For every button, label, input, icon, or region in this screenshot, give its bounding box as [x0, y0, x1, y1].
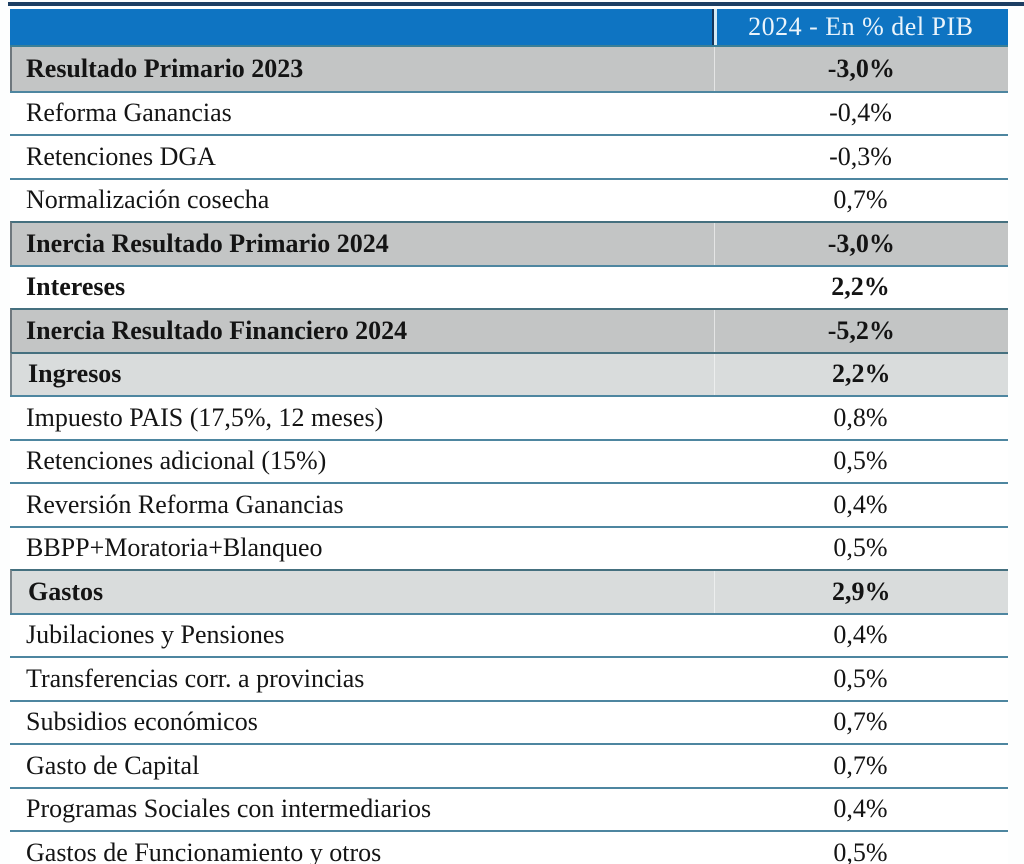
table-header-row: 2024 - En % del PIB — [10, 9, 1008, 47]
top-border-bar — [8, 2, 1024, 6]
row-label: Impuesto PAIS (17,5%, 12 meses) — [26, 402, 384, 432]
table-row: BBPP+Moratoria+Blanqueo 0,5% — [10, 525, 1008, 569]
row-value: 0,5% — [833, 663, 888, 693]
header-empty-cell — [10, 9, 712, 45]
row-value: -5,2% — [713, 310, 1008, 352]
table-row: Normalización cosecha 0,7% — [10, 177, 1008, 221]
table-row: Impuesto PAIS (17,5%, 12 meses) 0,8% — [10, 395, 1008, 439]
row-value: 0,5% — [833, 446, 888, 476]
row-value: 2,2% — [831, 272, 890, 302]
table-row: Gastos 2,9% — [10, 569, 1008, 613]
row-value: 0,4% — [833, 794, 888, 824]
header-value-column-label: 2024 - En % del PIB — [711, 9, 1008, 45]
row-value: -0,4% — [829, 98, 892, 128]
row-label: Inercia Resultado Primario 2024 — [26, 228, 389, 258]
row-label: Jubilaciones y Pensiones — [26, 620, 285, 650]
row-value: 0,5% — [833, 533, 888, 563]
table-row: Reversión Reforma Ganancias 0,4% — [10, 482, 1008, 526]
row-label: Resultado Primario 2023 — [26, 53, 304, 83]
row-value: 0,7% — [833, 185, 888, 215]
row-value: 0,4% — [833, 489, 888, 519]
table-row: Transferencias corr. a provincias 0,5% — [10, 656, 1008, 700]
row-label: Ingresos — [28, 359, 122, 389]
row-label: Inercia Resultado Financiero 2024 — [26, 315, 408, 345]
row-value: 0,5% — [833, 837, 888, 864]
table-row: Resultado Primario 2023 -3,0% — [10, 47, 1008, 91]
table-row: Subsidios económicos 0,7% — [10, 699, 1008, 743]
row-value: 2,9% — [713, 571, 1008, 613]
row-value: 2,2% — [713, 353, 1008, 395]
row-label: Gastos de Funcionamiento y otros — [26, 837, 382, 864]
table-row: Intereses 2,2% — [10, 264, 1008, 308]
table-row: Ingresos 2,2% — [10, 351, 1008, 395]
row-label: Subsidios económicos — [26, 707, 258, 737]
fiscal-results-table: 2024 - En % del PIB Resultado Primario 2… — [10, 9, 1008, 864]
row-value: -3,0% — [713, 47, 1008, 91]
row-label: Reversión Reforma Ganancias — [26, 489, 344, 519]
row-value: 0,4% — [833, 620, 888, 650]
row-label: Programas Sociales con intermediarios — [26, 794, 432, 824]
row-label: Reforma Ganancias — [26, 98, 232, 128]
row-value: 0,8% — [833, 402, 888, 432]
table-body: Resultado Primario 2023 -3,0% Reforma Ga… — [10, 47, 1008, 864]
row-label: Retenciones DGA — [26, 141, 216, 171]
row-label: Retenciones adicional (15%) — [26, 446, 327, 476]
table-row: Gasto de Capital 0,7% — [10, 743, 1008, 787]
row-label: Intereses — [26, 272, 126, 302]
row-value: -0,3% — [829, 141, 892, 171]
table-row: Inercia Resultado Financiero 2024 -5,2% — [10, 308, 1008, 352]
row-label: Gastos — [28, 576, 104, 606]
row-label: Transferencias corr. a provincias — [26, 663, 365, 693]
row-value: 0,7% — [833, 707, 888, 737]
row-label: Normalización cosecha — [26, 185, 270, 215]
row-value: -3,0% — [713, 223, 1008, 265]
row-value: 0,7% — [833, 750, 888, 780]
table-row: Reforma Ganancias -0,4% — [10, 90, 1008, 134]
table-row: Jubilaciones y Pensiones 0,4% — [10, 612, 1008, 656]
row-label: BBPP+Moratoria+Blanqueo — [26, 533, 323, 563]
table-row: Gastos de Funcionamiento y otros 0,5% — [10, 830, 1008, 864]
table-row: Inercia Resultado Primario 2024 -3,0% — [10, 221, 1008, 265]
row-label: Gasto de Capital — [26, 750, 200, 780]
table-row: Retenciones DGA -0,3% — [10, 134, 1008, 178]
table-row: Retenciones adicional (15%) 0,5% — [10, 438, 1008, 482]
table-row: Programas Sociales con intermediarios 0,… — [10, 786, 1008, 830]
